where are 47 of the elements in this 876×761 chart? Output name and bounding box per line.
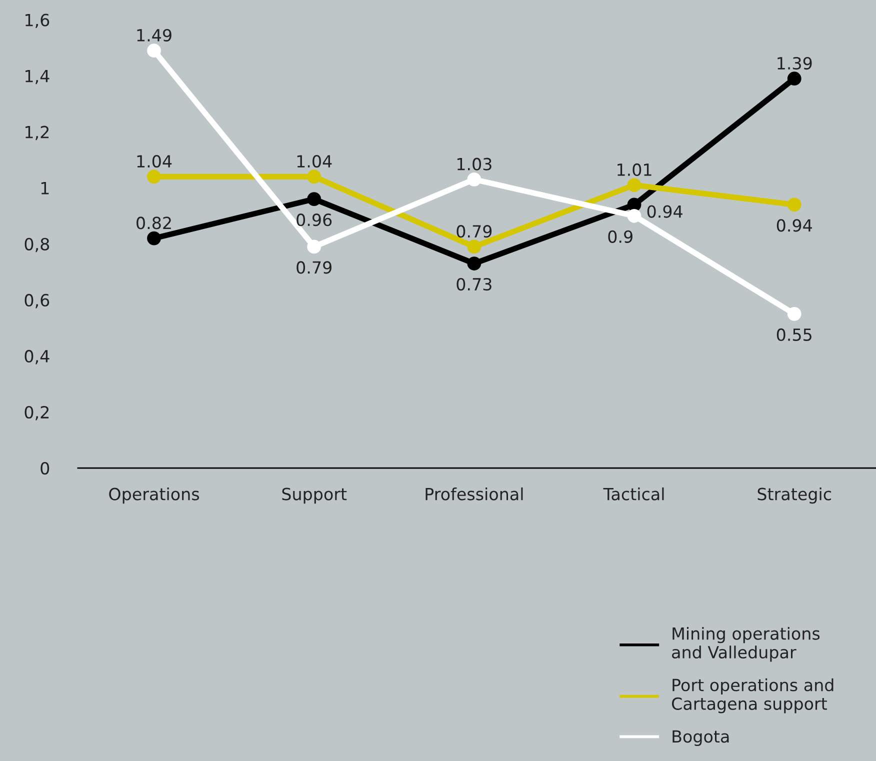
data-label: 0.82 [136, 216, 171, 230]
data-label: 0.94 [776, 219, 812, 232]
y-tick-label: 1,2 [26, 126, 49, 140]
y-tick-label: 1,6 [26, 14, 50, 28]
x-tick-label: Support [282, 488, 347, 504]
x-tick-label: Operations [109, 487, 200, 504]
data-label: 1.04 [137, 155, 172, 168]
data-label: 0.96 [296, 214, 332, 226]
point [627, 198, 642, 212]
data-label: 1.03 [457, 158, 492, 170]
x-tick-label: Professional [426, 487, 523, 500]
point [147, 231, 161, 246]
data-label: 1.39 [778, 56, 812, 70]
data-label: 1.01 [618, 163, 652, 176]
point [307, 240, 322, 254]
point [787, 306, 802, 321]
data-label: 0.79 [296, 261, 332, 274]
data-label: 0.55 [776, 328, 812, 341]
point [787, 72, 802, 86]
data-label: 0.94 [647, 205, 682, 218]
point [787, 198, 802, 212]
y-tick-label: 0 [40, 462, 50, 475]
point [467, 172, 482, 186]
data-label: 0.9 [608, 230, 632, 243]
point [147, 170, 161, 184]
point [627, 208, 642, 223]
data-label: 0.73 [456, 278, 492, 291]
data-label: 0.79 [456, 225, 492, 238]
data-label: 1.49 [137, 28, 172, 42]
legend-label: Bogota [672, 730, 729, 746]
x-tick-label: Tactical [603, 487, 664, 500]
point [467, 256, 482, 270]
data-label: 1.04 [297, 155, 332, 168]
point [467, 240, 482, 254]
legend-label: Port operations and Cartagena support [672, 678, 834, 714]
point [627, 178, 642, 192]
point [307, 170, 322, 184]
x-tick-label: Strategic [758, 487, 831, 504]
point [307, 192, 322, 206]
y-tick-label: 1,4 [26, 70, 50, 84]
legend-label: Mining operations and Valledupar [672, 626, 820, 662]
y-tick-label: 0,4 [24, 350, 50, 364]
y-tick-label: 0,8 [24, 238, 50, 252]
y-tick-label: 0,2 [24, 406, 49, 420]
point [147, 44, 161, 58]
y-tick-label: 1 [41, 182, 49, 194]
y-tick-label: 0,6 [24, 294, 50, 308]
